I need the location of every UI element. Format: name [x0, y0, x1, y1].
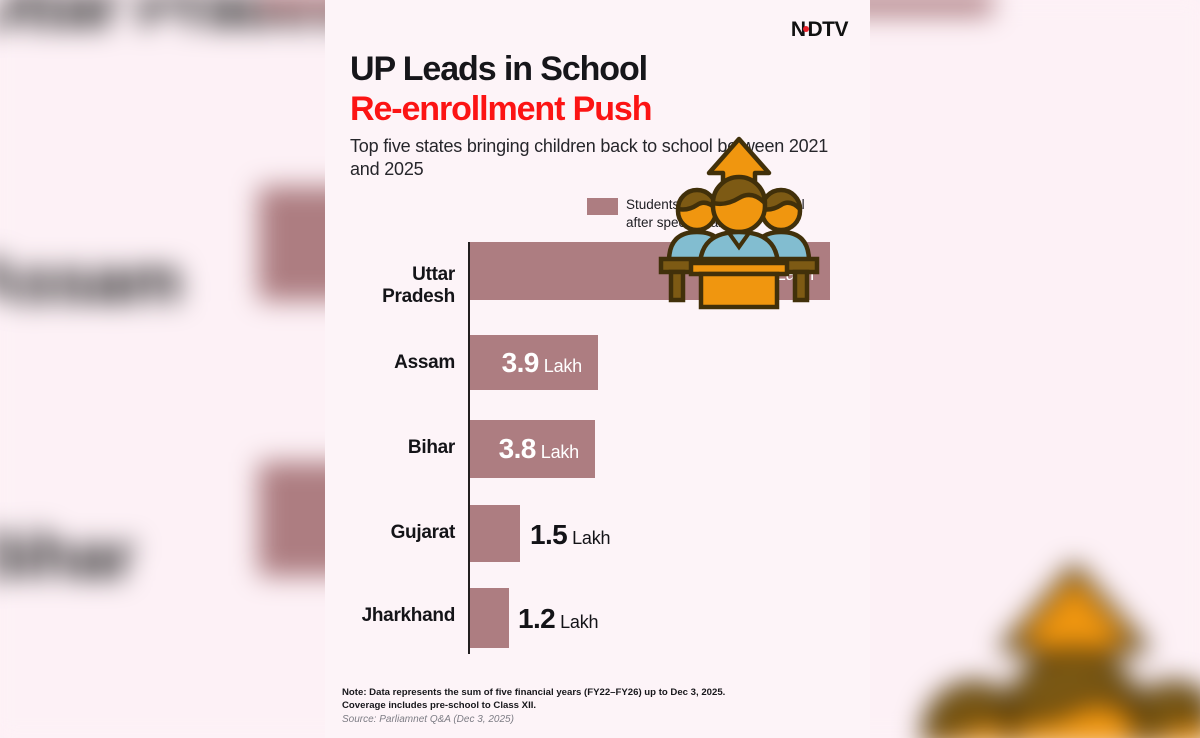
- ndtv-logo-n: N: [790, 18, 806, 41]
- bg-text-assam: Assam: [0, 243, 183, 317]
- bar-bihar: 3.8 Lakh: [470, 420, 595, 478]
- bar-value-assam: 3.9 Lakh: [502, 347, 598, 379]
- bar-row-jharkhand: Jharkhand 1.2 Lakh: [325, 588, 870, 688]
- bar-value-number-gujarat: 1.5: [530, 519, 568, 550]
- bar-label-jharkhand: Jharkhand: [361, 605, 456, 626]
- legend-swatch-icon: [587, 198, 618, 215]
- bar-value-unit-gujarat: Lakh: [572, 528, 611, 548]
- footnote-note-line2: Coverage includes pre-school to Class XI…: [342, 700, 537, 712]
- ndtv-logo-dtv: DTV: [807, 18, 849, 41]
- infographic-card: N DTV UP Leads in School Re-enrollment Pu…: [325, 0, 870, 738]
- footnote-source: Source: Parliamnet Q&A (Dec 3, 2025): [342, 714, 514, 726]
- bar-label-assam: Assam: [394, 352, 455, 373]
- footnote-block: Note: Data represents the sum of five fi…: [342, 686, 852, 727]
- title-block: UP Leads in School Re-enrollment Push To…: [350, 50, 850, 181]
- bar-gujarat: [470, 505, 520, 562]
- bar-value-number-assam: 3.9: [501, 346, 540, 378]
- ndtv-logo: N DTV: [790, 18, 849, 42]
- bar-label-uttar-pradesh: Uttar Pradesh: [382, 264, 455, 308]
- bar-value-number-bihar: 3.8: [498, 433, 537, 464]
- bg-text-bihar: Bihar: [0, 518, 135, 593]
- bar-value-unit-jharkhand: Lakh: [560, 612, 599, 632]
- bg-illustration: [922, 563, 1200, 738]
- page-title-line2: Re-enrollment Push: [350, 89, 652, 128]
- bar-row-gujarat: Gujarat 1.5 Lakh: [325, 505, 870, 605]
- chart-axis-line: [468, 242, 470, 654]
- bar-value-jharkhand: 1.2 Lakh: [518, 603, 599, 635]
- bar-row-bihar: Bihar 3.8 Lakh: [325, 420, 870, 520]
- page-subtitle: Top five states bringing children back t…: [350, 135, 829, 179]
- bar-value-number-jharkhand: 1.2: [518, 603, 556, 634]
- bar-jharkhand: [470, 588, 509, 648]
- bar-value-unit-bihar: Lakh: [540, 442, 579, 462]
- bar-assam: 3.9 Lakh: [470, 335, 598, 390]
- bar-value-gujarat: 1.5 Lakh: [530, 519, 611, 551]
- bar-value-bihar: 3.8 Lakh: [499, 433, 595, 465]
- bar-value-unit-assam: Lakh: [543, 355, 582, 376]
- page-title-line1: UP Leads in School: [350, 50, 648, 88]
- footnote-note-line1: Note: Data represents the sum of five fi…: [342, 687, 726, 698]
- ndtv-logo-dot-icon: [802, 26, 809, 32]
- desk: [658, 256, 820, 310]
- students-illustration: [658, 136, 820, 310]
- bar-label-bihar: Bihar: [407, 437, 455, 458]
- bar-row-assam: Assam 3.9 Lakh: [325, 335, 870, 435]
- bar-label-gujarat: Gujarat: [390, 522, 456, 543]
